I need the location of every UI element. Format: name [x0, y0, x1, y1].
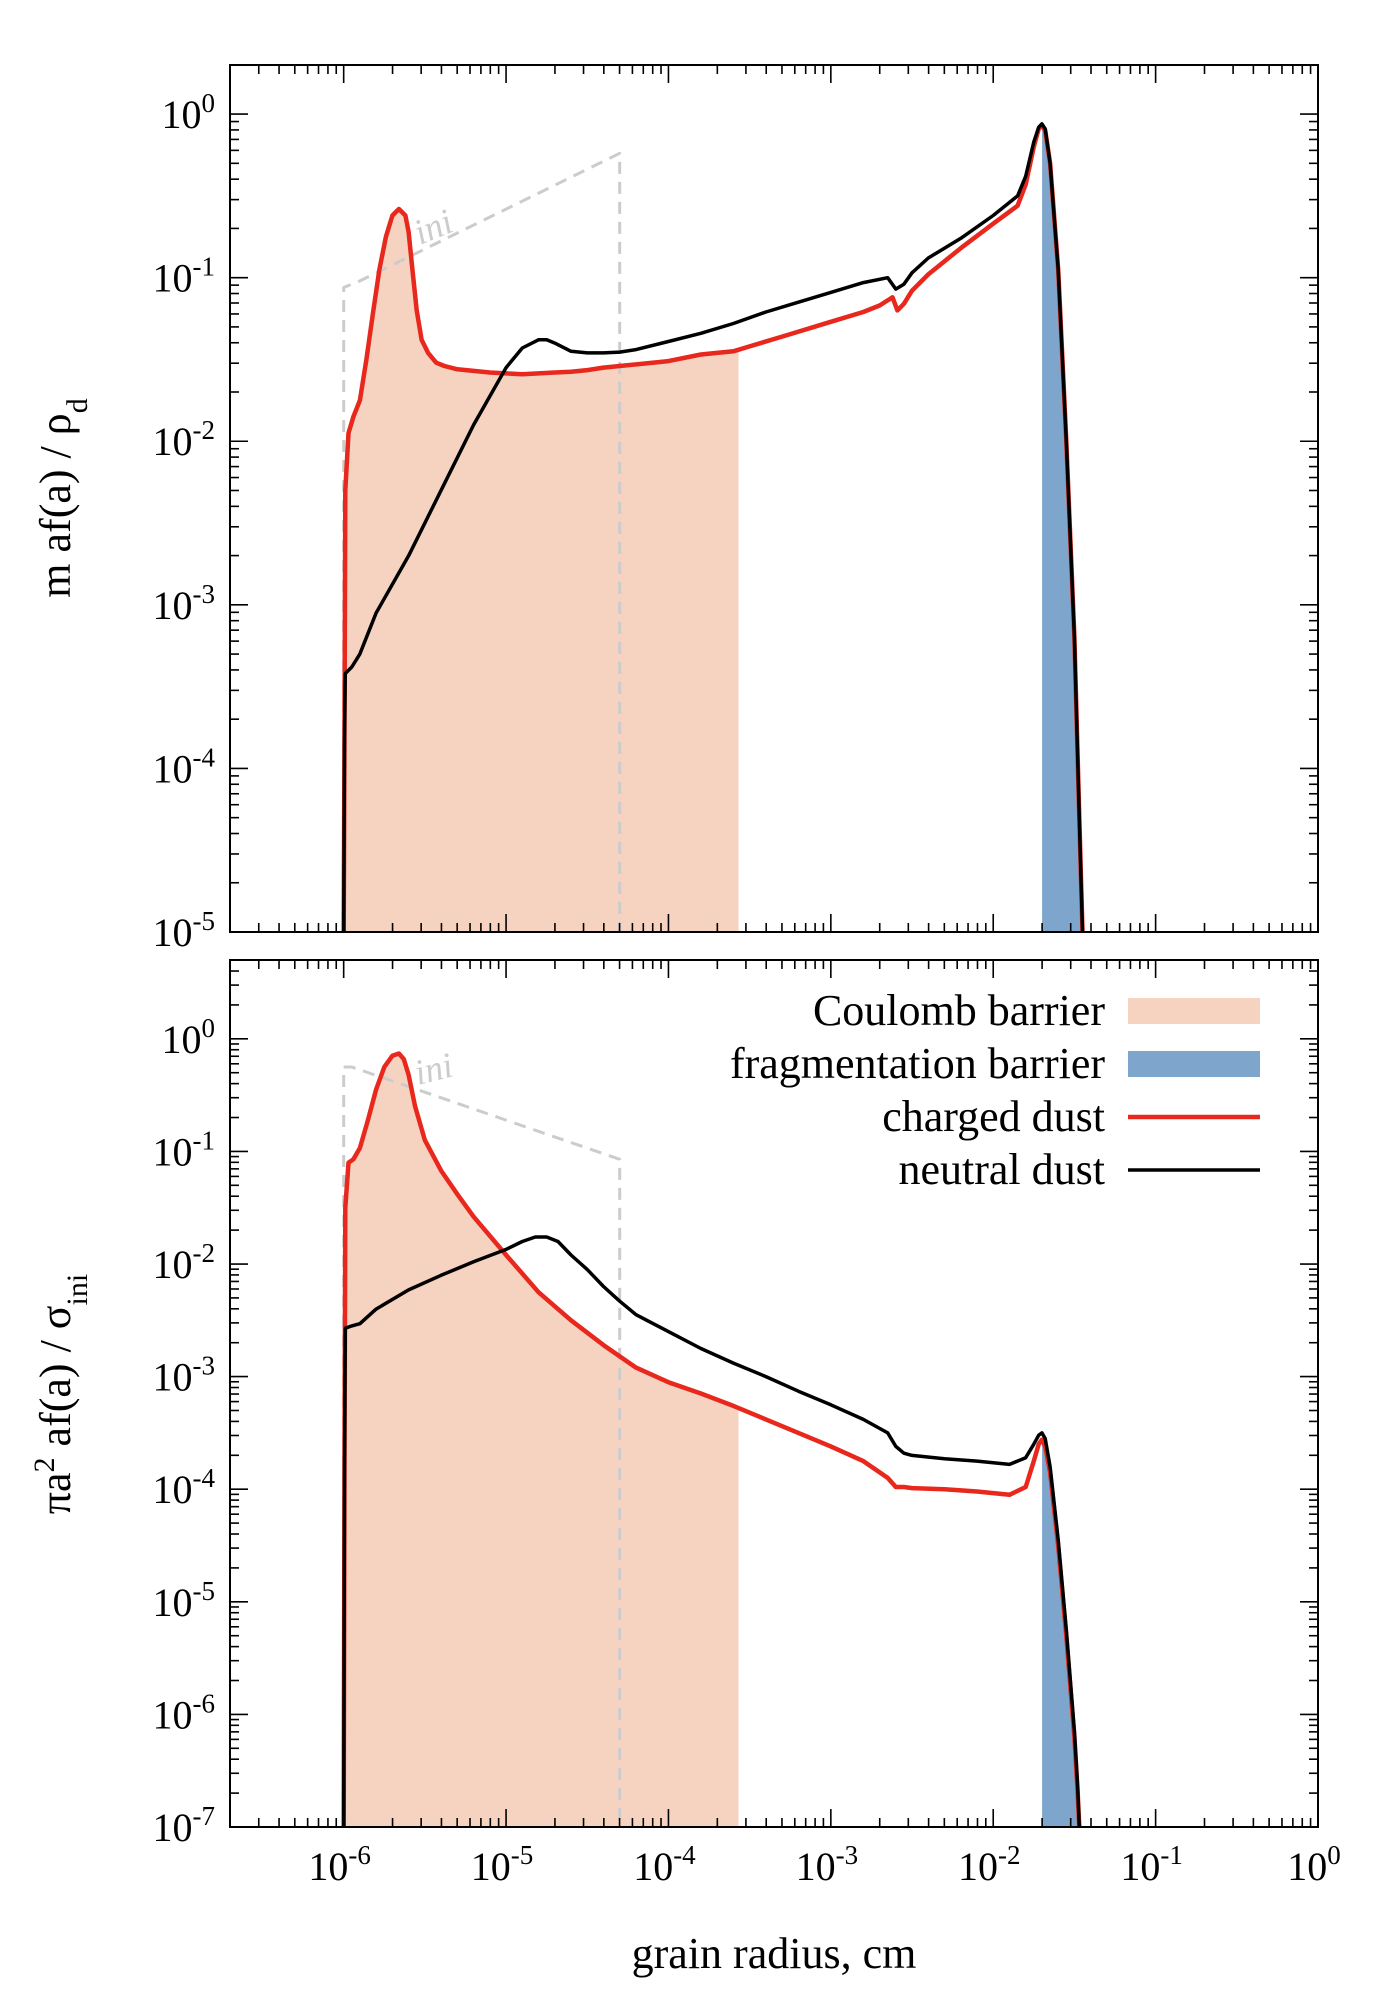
bottom-y-axis-label: πa2 af(a) / σini — [28, 1274, 94, 1514]
bottom-initial-label: ini — [410, 1045, 457, 1093]
y-tick-label: 10-2 — [153, 1238, 216, 1287]
bottom-lines — [341, 1051, 1082, 1828]
neutral-dust-line — [341, 122, 1085, 933]
bottom-ticks — [229, 959, 1319, 1828]
top-barrier-fills — [343, 125, 1082, 933]
y-tick-label: 10-6 — [153, 1688, 216, 1737]
legend-swatch — [1128, 998, 1260, 1024]
x-tick-label: 10-3 — [796, 1840, 859, 1889]
x-tick-label: 10-2 — [958, 1840, 1021, 1889]
y-tick-label: 10-1 — [153, 252, 216, 301]
top-y-axis-label: m af(a) / ρd — [31, 398, 94, 597]
x-axis-label: grain radius, cm — [632, 1929, 917, 1978]
neutral-dust-line — [341, 1235, 1082, 1828]
coulomb-barrier-fill — [343, 1053, 739, 1827]
top-plot-frame — [229, 64, 1319, 933]
legend-label: Coulomb barrier — [813, 986, 1105, 1035]
y-tick-label: 10-3 — [153, 579, 216, 628]
x-tick-label: 10-6 — [308, 1840, 371, 1889]
y-tick-label: 100 — [162, 1013, 216, 1062]
fragmentation-barrier-fill — [1042, 1440, 1078, 1827]
legend-label: fragmentation barrier — [730, 1039, 1105, 1088]
charged-dust-line — [341, 1051, 1082, 1828]
y-tick-label: 10-4 — [153, 1463, 216, 1512]
x-tick-label: 10-5 — [471, 1840, 534, 1889]
y-tick-label: 10-5 — [153, 906, 216, 955]
y-tick-label: 10-4 — [153, 742, 216, 791]
legend-label: neutral dust — [898, 1145, 1105, 1194]
y-tick-label: 10-3 — [153, 1351, 216, 1400]
bottom-y-tick-labels: 10-7 10-6 10-5 10-4 10-3 10-2 10-1 100 — [153, 1013, 216, 1850]
y-tick-label: 100 — [162, 88, 216, 137]
y-tick-label: 10-2 — [153, 415, 216, 464]
top-lines — [341, 122, 1085, 933]
bottom-x-tick-labels: 10-6 10-5 10-4 10-3 10-2 10-1 100 — [308, 1840, 1340, 1889]
y-tick-label: 10-1 — [153, 1125, 216, 1174]
y-tick-label: 10-7 — [153, 1801, 216, 1850]
legend-label: charged dust — [882, 1092, 1105, 1141]
x-tick-label: 100 — [1287, 1840, 1341, 1889]
top-y-tick-labels: 10-5 10-4 10-3 10-2 10-1 100 — [153, 88, 216, 955]
legend-swatch — [1128, 1051, 1260, 1077]
y-tick-label: 10-5 — [153, 1576, 216, 1625]
coulomb-barrier-fill — [343, 209, 739, 932]
bottom-barrier-fills — [343, 1053, 1078, 1827]
fragmentation-barrier-fill — [1042, 125, 1082, 933]
x-tick-label: 10-4 — [633, 1840, 696, 1889]
x-tick-label: 10-1 — [1120, 1840, 1183, 1889]
bottom-plot-frame — [229, 959, 1319, 1828]
bottom-panel: ini 10-7 10-6 10-5 10-4 10-3 10-2 10-1 100 10-6… — [28, 959, 1341, 1978]
